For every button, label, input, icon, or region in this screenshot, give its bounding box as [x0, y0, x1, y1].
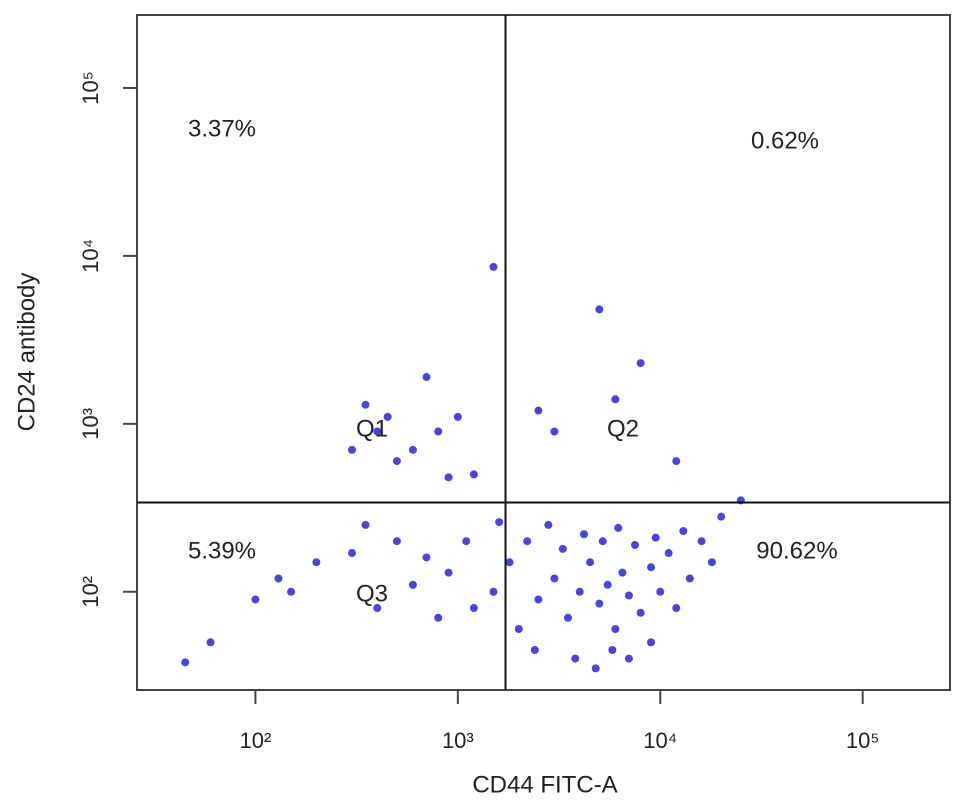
y-tick-label: 10⁴: [78, 239, 103, 273]
point: [595, 599, 604, 608]
point: [181, 658, 190, 667]
point: [624, 591, 633, 600]
y-axis-title: CD24 antibody: [13, 273, 40, 432]
point: [534, 595, 543, 604]
point: [422, 373, 431, 382]
point: [444, 473, 453, 482]
point: [530, 645, 539, 654]
point: [672, 457, 681, 466]
point: [603, 580, 612, 589]
point: [408, 445, 417, 454]
y-tick-label: 10²: [78, 576, 103, 608]
x-tick-label: 10⁵: [846, 728, 880, 753]
point: [544, 520, 553, 529]
x-axis-title: CD44 FITC-A: [472, 771, 617, 798]
point: [462, 537, 471, 546]
point: [647, 563, 656, 572]
quadrant-label: Q3: [356, 580, 388, 607]
point: [534, 406, 543, 415]
quadrant-percent: 90.62%: [756, 537, 837, 564]
y-tick-label: 10³: [78, 408, 103, 440]
point: [571, 654, 580, 663]
point: [563, 613, 572, 622]
point: [287, 587, 296, 596]
point: [624, 654, 633, 663]
point: [651, 533, 660, 542]
point: [614, 523, 623, 532]
point: [373, 604, 382, 613]
point: [697, 537, 706, 546]
plot-frame: [136, 14, 951, 691]
point: [434, 613, 443, 622]
quadrant-percent: 0.62%: [751, 127, 819, 154]
point: [383, 412, 392, 421]
quadrant-percent: 5.39%: [188, 537, 256, 564]
point: [550, 574, 559, 583]
x-tick-label: 10²: [240, 728, 272, 753]
point: [598, 537, 607, 546]
point: [392, 457, 401, 466]
y-tick-label: 10⁵: [78, 71, 103, 105]
x-tick-label: 10³: [442, 728, 474, 753]
point: [523, 537, 532, 546]
point: [636, 359, 645, 368]
point: [514, 625, 523, 634]
point: [206, 638, 215, 647]
point: [636, 608, 645, 617]
point: [408, 580, 417, 589]
point: [586, 558, 595, 567]
point: [618, 568, 627, 577]
point: [630, 540, 639, 549]
point: [575, 587, 584, 596]
point: [453, 412, 462, 421]
point: [469, 470, 478, 479]
point: [489, 587, 498, 596]
quadrant-percent: 3.37%: [188, 115, 256, 142]
point: [422, 553, 431, 562]
point: [707, 558, 716, 567]
point: [348, 445, 357, 454]
point: [434, 427, 443, 436]
point: [444, 568, 453, 577]
point: [392, 537, 401, 546]
point: [361, 520, 370, 529]
point: [348, 549, 357, 558]
point: [611, 395, 620, 404]
point: [672, 604, 681, 613]
quadrant-label: Q1: [356, 415, 388, 442]
point: [274, 574, 283, 583]
point: [595, 305, 604, 314]
point: [656, 587, 665, 596]
point: [550, 427, 559, 436]
point: [251, 595, 260, 604]
point: [469, 604, 478, 613]
point: [647, 638, 656, 647]
point: [580, 530, 589, 539]
point: [611, 625, 620, 634]
point: [558, 544, 567, 553]
point: [664, 549, 673, 558]
point: [679, 527, 688, 536]
point: [489, 262, 498, 271]
point: [608, 645, 617, 654]
point: [505, 558, 514, 567]
point: [361, 400, 370, 409]
point: [685, 574, 694, 583]
quadrant-label: Q2: [607, 415, 639, 442]
point: [591, 664, 600, 673]
point: [373, 427, 382, 436]
point: [312, 558, 321, 567]
x-tick-label: 10⁴: [643, 728, 677, 753]
point: [495, 518, 504, 527]
point: [717, 512, 726, 521]
